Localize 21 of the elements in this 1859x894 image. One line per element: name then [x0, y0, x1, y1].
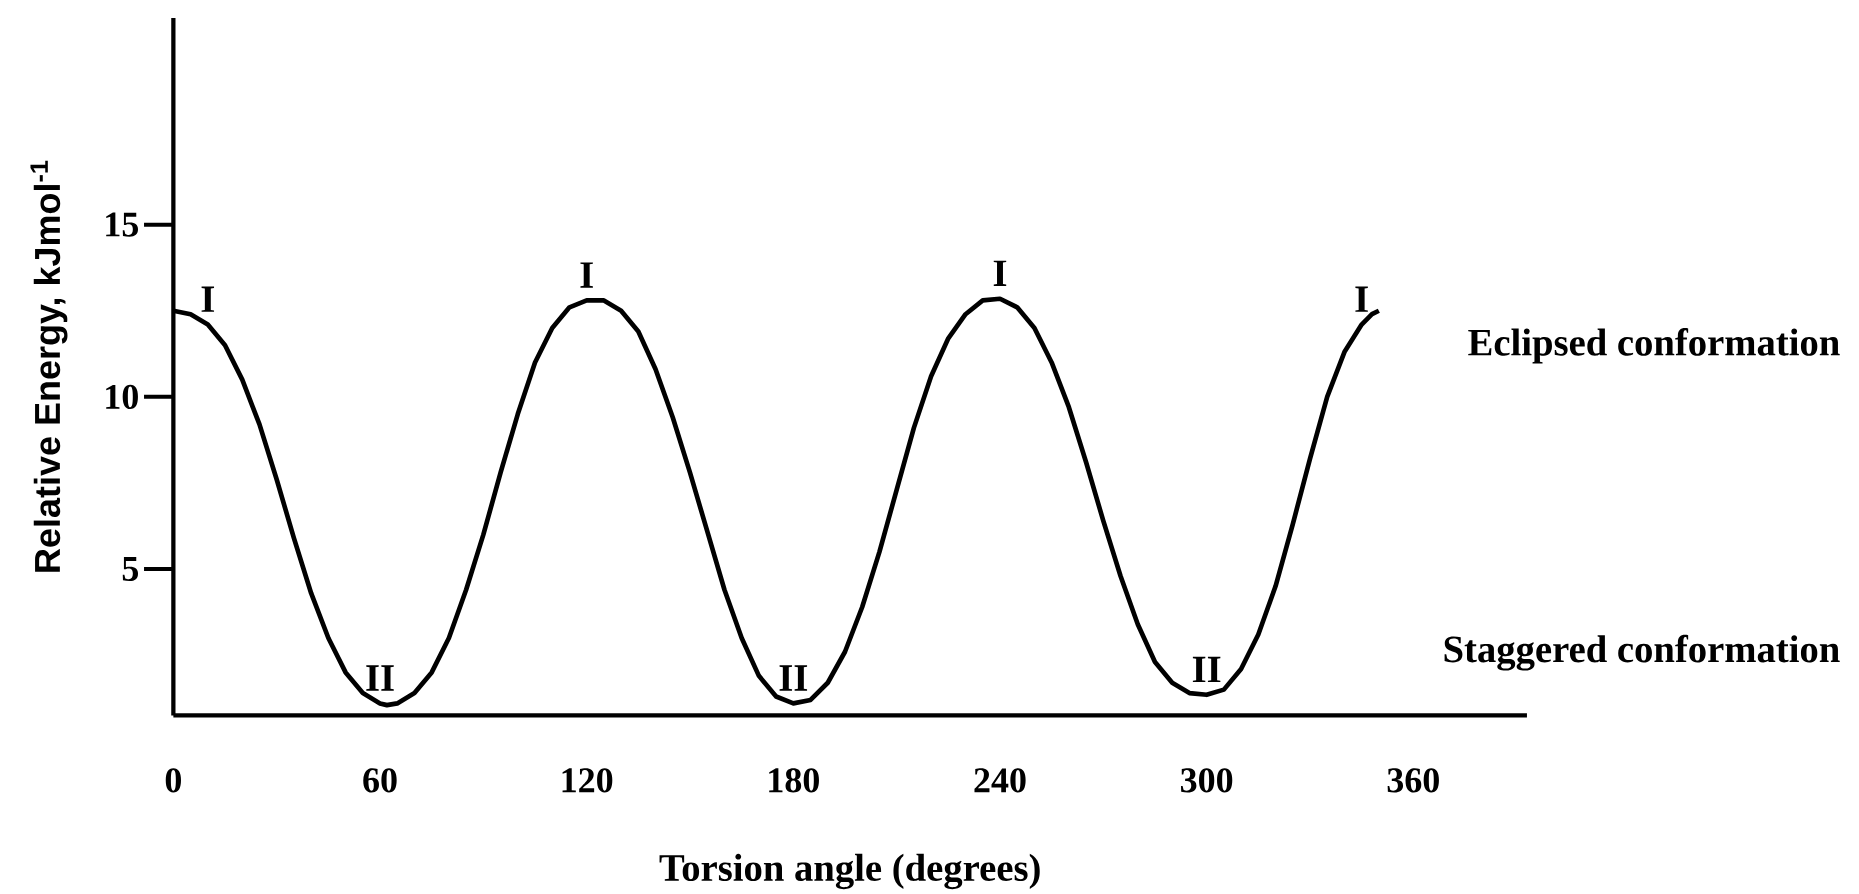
- y-tick-label: 5: [122, 557, 139, 581]
- annotation: I: [580, 262, 593, 288]
- annotation: II: [366, 665, 394, 691]
- x-tick-label: 180: [769, 768, 819, 793]
- x-tick-label: 120: [562, 768, 613, 793]
- annotation: I: [1355, 286, 1368, 312]
- annotation: II: [779, 665, 808, 691]
- annotation: I: [201, 286, 215, 312]
- y-axis-title: Relative Energy, kJmol$^{-1}$: [30, 160, 68, 572]
- x-tick-label: 240: [974, 768, 1026, 793]
- annotation: II: [1192, 656, 1221, 683]
- x-tick-label: 0: [165, 768, 181, 793]
- x-tick-label: 300: [1180, 768, 1233, 793]
- x-tick-label: 360: [1387, 768, 1439, 793]
- y-tick-label: 15: [106, 212, 139, 237]
- x-tick-label: 60: [363, 768, 397, 793]
- annotation: I: [993, 260, 1007, 286]
- x-axis-title: Torsion angle (degrees): [659, 853, 1040, 890]
- annotation: Staggered conformation: [1444, 634, 1840, 671]
- annotation: Eclipsed conformation: [1468, 328, 1840, 364]
- y-tick-label: 10: [106, 384, 138, 409]
